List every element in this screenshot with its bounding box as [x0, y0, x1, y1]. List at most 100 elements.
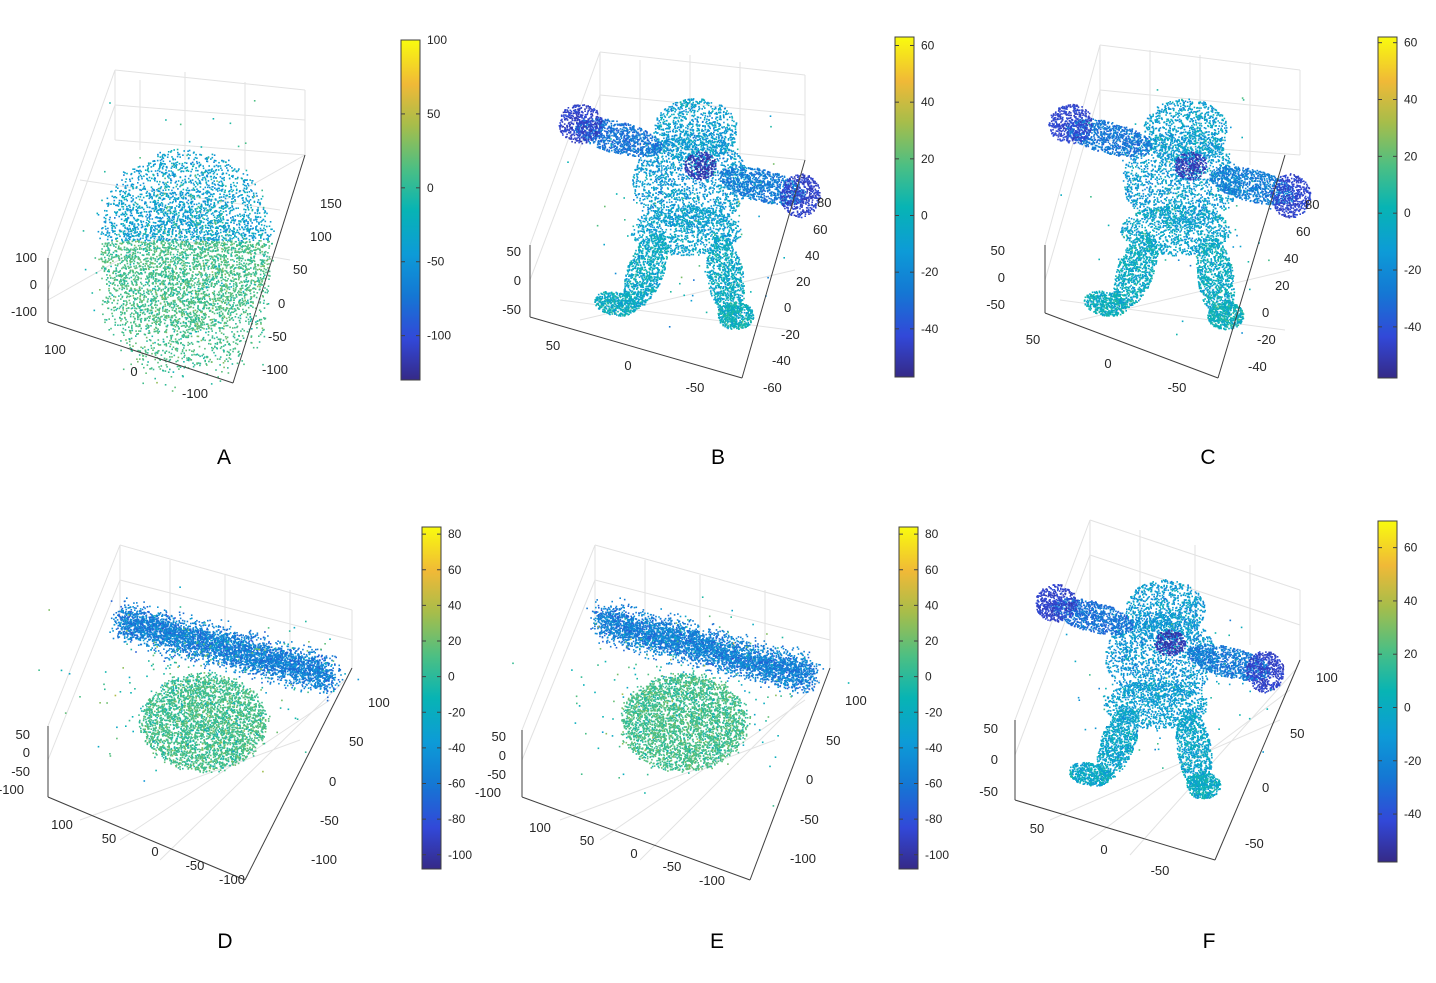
data-point — [183, 189, 185, 191]
data-point — [133, 259, 135, 261]
data-point — [109, 232, 111, 234]
data-point — [248, 303, 250, 305]
data-point — [115, 243, 117, 245]
data-point — [205, 259, 207, 261]
data-point — [267, 259, 269, 261]
data-point — [251, 182, 253, 184]
data-point — [141, 242, 143, 244]
data-point — [155, 258, 157, 260]
data-point — [207, 262, 209, 264]
data-point — [191, 350, 193, 352]
data-point — [216, 217, 218, 219]
data-point — [255, 233, 257, 235]
data-point — [213, 215, 215, 217]
data-point — [130, 174, 132, 176]
data-point — [203, 168, 205, 170]
data-point — [148, 305, 150, 307]
data-point — [140, 312, 142, 314]
data-point — [151, 266, 153, 268]
data-point — [113, 244, 115, 246]
data-point — [227, 337, 229, 339]
data-point — [265, 272, 267, 274]
data-point — [177, 333, 179, 335]
data-point — [239, 213, 241, 215]
data-point — [204, 270, 206, 272]
data-point — [169, 247, 171, 249]
data-point — [201, 319, 203, 321]
data-point — [121, 318, 123, 320]
data-point — [181, 353, 183, 355]
data-point — [102, 254, 104, 256]
data-point — [182, 216, 184, 218]
data-point — [162, 236, 164, 238]
data-point — [206, 184, 208, 186]
data-point — [205, 246, 207, 248]
data-point — [168, 310, 170, 312]
data-point — [247, 313, 249, 315]
data-point — [173, 276, 175, 278]
data-point — [168, 315, 170, 317]
data-point — [121, 239, 123, 241]
data-point — [155, 307, 157, 309]
data-point — [125, 196, 127, 198]
data-point — [246, 301, 248, 303]
data-point — [120, 340, 122, 342]
data-point — [147, 234, 149, 236]
data-point — [123, 191, 125, 193]
data-point — [107, 254, 109, 256]
data-point — [249, 239, 251, 241]
data-point — [205, 314, 207, 316]
data-point — [244, 276, 246, 278]
data-point — [151, 272, 153, 274]
data-point — [220, 380, 222, 382]
data-point — [228, 174, 230, 176]
data-point — [129, 228, 131, 230]
data-point — [251, 222, 253, 224]
data-point — [152, 288, 154, 290]
data-point — [126, 249, 128, 251]
data-point — [198, 315, 200, 317]
data-point — [221, 275, 223, 277]
data-point — [195, 170, 197, 172]
data-point — [129, 300, 131, 302]
data-point — [129, 239, 131, 241]
data-point — [228, 164, 230, 166]
data-point — [173, 245, 175, 247]
data-point — [240, 318, 242, 320]
data-point — [171, 156, 173, 158]
data-point — [195, 277, 197, 279]
data-point — [133, 198, 135, 200]
data-point — [153, 300, 155, 302]
data-point — [128, 285, 130, 287]
data-point — [235, 248, 237, 250]
data-point — [214, 247, 216, 249]
data-point — [165, 305, 167, 307]
data-point — [217, 342, 219, 344]
data-point — [169, 346, 171, 348]
data-point — [199, 180, 201, 182]
data-point — [155, 228, 157, 230]
data-point — [213, 286, 215, 288]
data-point — [223, 196, 225, 198]
data-point — [184, 355, 186, 357]
data-point — [220, 165, 222, 167]
data-point — [159, 312, 161, 314]
data-point — [269, 236, 271, 238]
data-point — [135, 229, 137, 231]
data-point — [178, 357, 180, 359]
data-point — [130, 215, 132, 217]
data-point — [212, 274, 214, 276]
data-point — [142, 266, 144, 268]
data-point — [233, 302, 235, 304]
data-point — [248, 185, 250, 187]
data-point — [201, 172, 203, 174]
data-point — [136, 358, 138, 360]
data-point — [167, 261, 169, 263]
data-point — [123, 272, 125, 274]
data-point — [249, 213, 251, 215]
data-point — [162, 370, 164, 372]
data-point — [142, 383, 144, 385]
data-point — [141, 283, 143, 285]
data-point — [260, 322, 262, 324]
data-point — [157, 330, 159, 332]
